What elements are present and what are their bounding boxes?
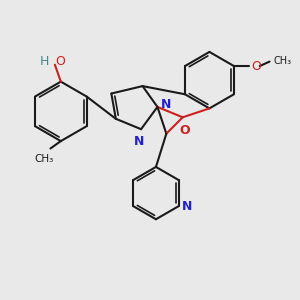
Text: N: N bbox=[161, 98, 171, 111]
Text: CH₃: CH₃ bbox=[273, 56, 292, 66]
Text: O: O bbox=[55, 55, 65, 68]
Text: O: O bbox=[251, 59, 261, 73]
Text: H: H bbox=[40, 55, 49, 68]
Text: N: N bbox=[134, 134, 144, 148]
Text: O: O bbox=[180, 124, 190, 137]
Text: CH₃: CH₃ bbox=[35, 154, 54, 164]
Text: N: N bbox=[182, 200, 193, 213]
